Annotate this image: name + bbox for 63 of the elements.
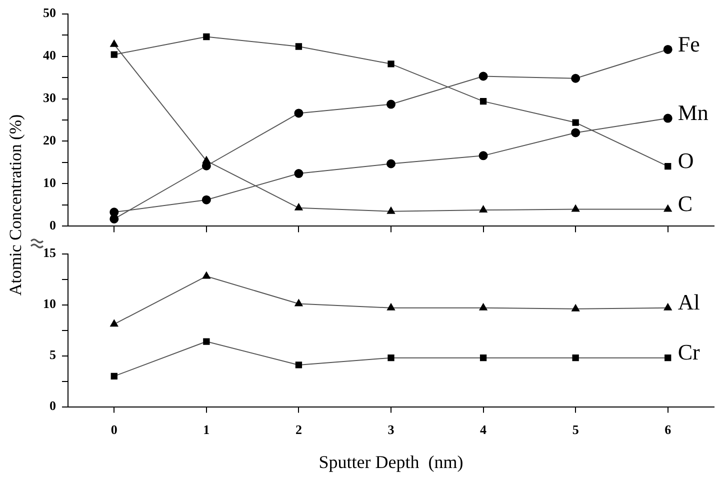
point [663,114,672,123]
x-tick-label: 5 [572,422,580,437]
point [480,98,487,105]
point [202,272,210,279]
point [480,354,487,362]
series-label: Fe [678,31,700,56]
point [294,108,304,118]
point [663,44,672,54]
point [295,43,302,50]
point [203,338,210,345]
x-tick-label: 2 [295,422,302,437]
point [572,119,579,126]
y-tick-label: 40 [43,48,56,63]
point [294,169,304,178]
series-label: Cr [678,340,701,365]
y-tick-label: 15 [43,245,56,260]
point [571,128,580,138]
y-axis-title: Atomic Concentration (%) [6,114,26,296]
point [387,206,395,214]
point [572,354,579,362]
point [386,159,396,168]
point [478,72,488,81]
point [203,33,210,40]
point [110,51,118,58]
point [202,195,211,204]
series-label: C [678,190,693,216]
series-label: Mn [678,100,708,126]
y-tick-label: 30 [43,90,56,106]
y-tick-label: 20 [43,132,56,148]
y-tick-label: 0 [50,398,56,414]
point [295,362,302,368]
point [110,372,118,380]
series-label: O [678,148,694,174]
point [387,303,395,310]
point [664,354,672,362]
point [664,303,672,310]
point [294,203,303,210]
point [294,299,303,306]
point [479,206,488,213]
x-tick-label: 1 [203,422,210,437]
x-tick-label: 3 [388,422,395,437]
x-tick-label: 6 [664,422,672,437]
x-tick-label: 0 [110,422,118,437]
point [388,60,394,68]
y-tick-label: 50 [43,5,56,20]
point [386,100,396,109]
y-tick-label: 0 [50,218,56,233]
y-tick-label: 10 [43,175,56,190]
point [478,151,488,160]
x-tick-label: 4 [480,422,488,437]
point [572,204,580,212]
series-label: Al [678,290,700,315]
point [571,74,580,83]
point [110,40,118,47]
point [388,354,394,362]
x-axis-title: Sputter Depth (nm) [318,452,464,472]
point [572,304,580,312]
point [479,303,488,310]
y-tick-label: 5 [50,347,56,362]
point [110,320,118,327]
point [664,204,672,212]
y-tick-label: 10 [43,296,56,312]
point [664,162,672,170]
